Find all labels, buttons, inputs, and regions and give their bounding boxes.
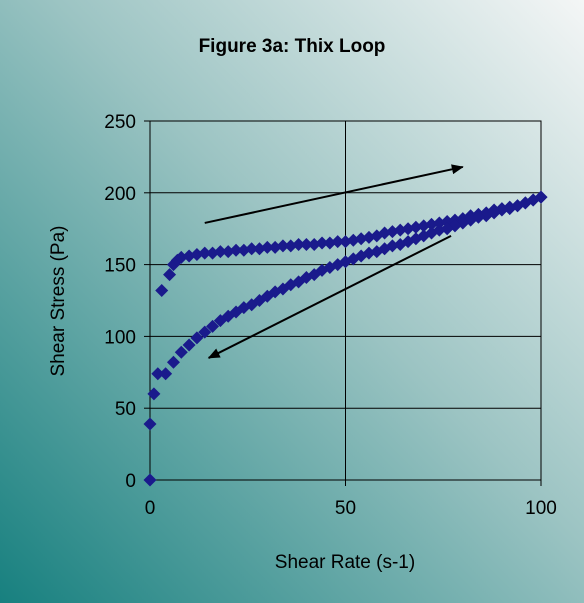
data-point bbox=[170, 253, 184, 267]
data-point bbox=[213, 245, 227, 259]
annotation-arrow bbox=[207, 234, 452, 359]
data-point bbox=[260, 240, 274, 254]
y-tick-label: 150 bbox=[104, 256, 136, 277]
x-tick-label: 0 bbox=[145, 498, 156, 519]
chart-title: Figure 3a: Thix Loop bbox=[199, 36, 386, 57]
data-point bbox=[182, 338, 196, 352]
data-point bbox=[299, 237, 313, 251]
data-point bbox=[163, 268, 177, 282]
data-point bbox=[213, 314, 227, 328]
annotation-layer bbox=[204, 164, 464, 359]
data-point bbox=[174, 250, 188, 264]
data-point bbox=[174, 345, 188, 359]
data-point bbox=[315, 236, 329, 250]
tick-layer: 0 50 100 150 200 250 0 50 100 bbox=[104, 112, 557, 519]
data-point bbox=[190, 331, 204, 345]
data-point bbox=[143, 417, 157, 431]
data-point bbox=[331, 235, 345, 249]
data-point bbox=[354, 249, 368, 263]
x-tick-label: 100 bbox=[525, 498, 557, 519]
data-point bbox=[245, 242, 259, 256]
y-tick-label: 250 bbox=[104, 112, 136, 133]
data-point bbox=[155, 283, 169, 297]
data-point bbox=[166, 355, 180, 369]
y-tick-label: 100 bbox=[104, 327, 136, 348]
annotation-arrow bbox=[204, 164, 464, 224]
data-point bbox=[276, 239, 290, 253]
data-point bbox=[198, 325, 212, 339]
y-axis-label: Shear Stress (Pa) bbox=[48, 226, 69, 377]
y-tick-label: 50 bbox=[115, 399, 136, 420]
data-point bbox=[229, 243, 243, 257]
data-point bbox=[198, 246, 212, 260]
data-point bbox=[292, 237, 306, 251]
data-point bbox=[143, 473, 157, 487]
data-point bbox=[151, 367, 165, 381]
points-layer bbox=[143, 190, 548, 487]
y-tick-label: 0 bbox=[125, 471, 136, 492]
x-tick-label: 50 bbox=[335, 498, 356, 519]
x-axis-label: Shear Rate (s-1) bbox=[275, 552, 415, 573]
data-point bbox=[206, 319, 220, 333]
data-point bbox=[159, 367, 173, 381]
data-point bbox=[147, 387, 161, 401]
y-tick-label: 200 bbox=[104, 184, 136, 205]
data-point bbox=[511, 199, 525, 213]
